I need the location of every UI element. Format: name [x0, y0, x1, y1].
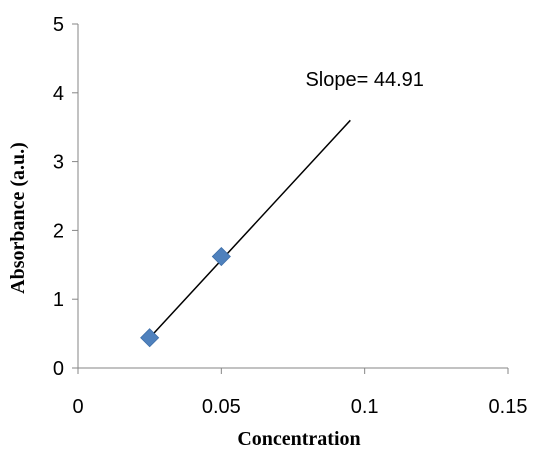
y-axis: 0 1 2 3 4 5	[53, 14, 79, 380]
x-tick-label: 0.15	[489, 396, 528, 418]
trendline-group	[149, 119, 351, 339]
y-tick-label: 4	[53, 83, 64, 105]
data-point	[211, 246, 231, 267]
y-axis-label: Absorbance (a.u.)	[7, 142, 29, 294]
y-tick-label: 0	[53, 358, 64, 380]
y-tick-label: 5	[53, 14, 64, 36]
y-tick-label: 2	[53, 220, 64, 242]
x-tick-label: 0.1	[351, 396, 379, 418]
data-point	[140, 328, 160, 348]
slope-annotation: Slope= 44.91	[305, 69, 423, 91]
trendline	[149, 119, 351, 339]
y-tick-label: 1	[53, 289, 64, 311]
x-axis-label: Concentration	[237, 428, 360, 450]
data-points	[140, 246, 231, 348]
x-tick-label: 0.05	[202, 396, 241, 418]
x-axis: 0 0.05 0.1 0.15	[72, 367, 528, 418]
y-tick-label: 3	[53, 152, 64, 174]
x-tick-label: 0	[72, 396, 83, 418]
